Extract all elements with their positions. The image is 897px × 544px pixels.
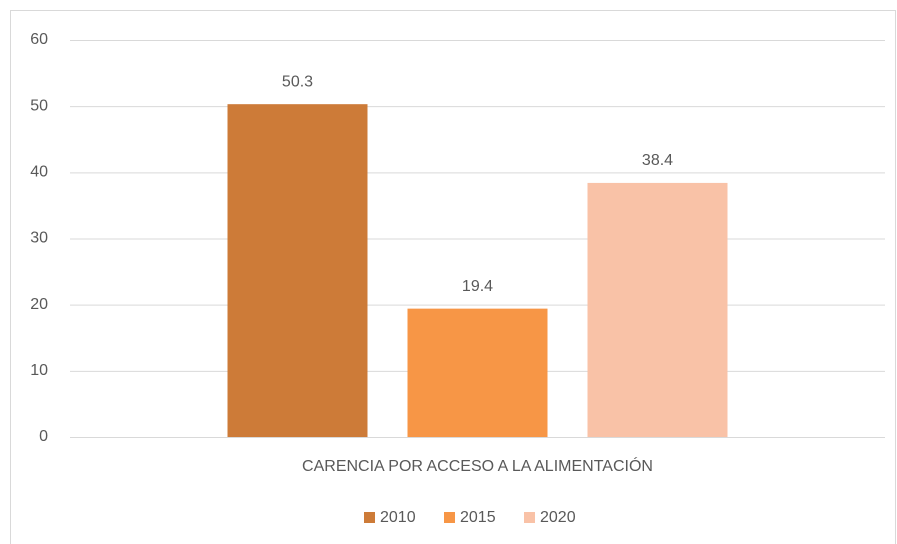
- data-label: 19.4: [462, 278, 493, 295]
- legend-swatch: [444, 512, 455, 523]
- bar: [587, 182, 728, 437]
- y-tick-label: 50: [30, 97, 48, 114]
- x-tick-label: CARENCIA POR ACCESO A LA ALIMENTACIÓN: [302, 456, 653, 475]
- data-label: 50.3: [282, 73, 313, 90]
- y-tick-label: 40: [30, 164, 48, 181]
- legend-label: 2020: [540, 509, 576, 526]
- legend-label: 2010: [380, 509, 416, 526]
- y-tick-label: 10: [30, 362, 48, 379]
- y-tick-label: 60: [30, 31, 48, 48]
- legend-swatch: [364, 512, 375, 523]
- y-tick-label: 0: [39, 428, 48, 445]
- y-tick-label: 20: [30, 296, 48, 313]
- legend-swatch: [524, 512, 535, 523]
- y-tick-label: 30: [30, 230, 48, 247]
- data-label: 38.4: [642, 152, 673, 169]
- chart-border: [10, 10, 896, 544]
- legend-label: 2015: [460, 509, 496, 526]
- bar: [407, 308, 548, 437]
- bar: [227, 104, 368, 437]
